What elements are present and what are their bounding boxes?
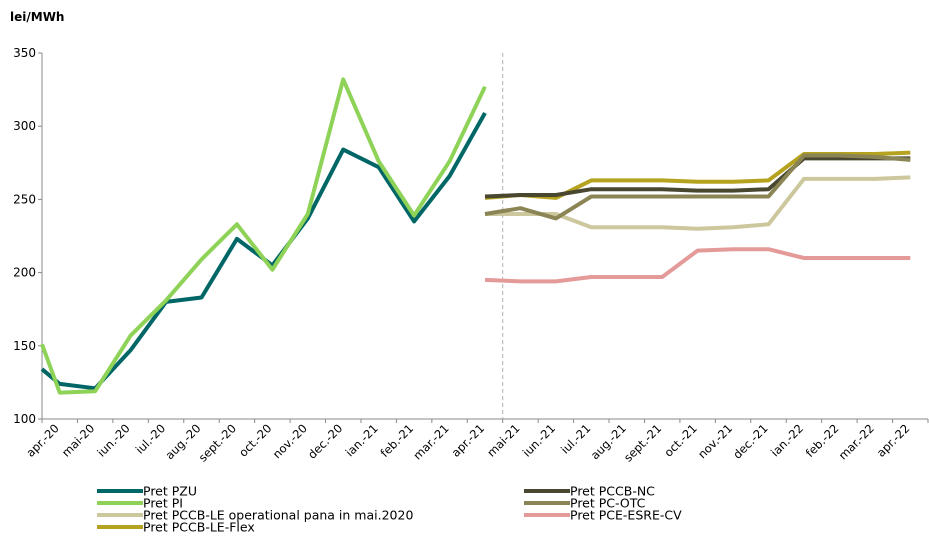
x-tick-label: iun.-20 [94,421,132,459]
series-line [484,153,911,221]
legend-label: Pret PCE-ESRE-CV [570,508,682,523]
y-tick-label: 200 [13,266,36,280]
legend-label: Pret PCCB-LE operational pana in mai.202… [143,508,413,523]
legend-label: Pret PCCB-LE-Flex [143,520,255,535]
x-tick-label: nov.-21 [695,421,735,461]
x-tick-label: feb.-22 [803,421,842,460]
legend-label: Pret PCCB-NC [570,484,655,499]
x-tick-label: dec.-21 [730,421,770,461]
legend-label: Pret PI [143,496,183,511]
x-tick-label: mar.-22 [836,421,877,462]
x-tick-label: ian.-22 [768,421,806,459]
axes [41,53,928,420]
series-line [484,156,911,199]
x-tick-label: apr.-21 [449,421,488,460]
x-tick-label: oct.-21 [661,421,699,459]
x-tick-label: oct.-20 [236,421,274,459]
y-axis-title: lei/MWh [10,10,64,24]
y-tick-label: 250 [13,192,36,206]
series-line [485,175,911,231]
x-tick-label: dec.-20 [305,421,345,461]
series-line [484,247,911,284]
y-tick-label: 100 [13,412,36,426]
legend-label: Pret PZU [143,484,197,499]
legend-label: Pret PC-OTC [570,496,646,511]
x-tick-label: apr.-20 [23,421,62,460]
x-tick-label: apr.-22 [874,421,913,460]
x-tick-label: ian.-21 [343,421,381,459]
x-tick-label: iun.-21 [520,421,558,459]
x-tick-label: mai-20 [59,421,97,459]
series-line [40,112,487,391]
x-tick-label: mar.-21 [410,421,451,462]
x-tick-label: sept.-21 [621,421,664,464]
x-tick-label: sept.-20 [196,421,239,464]
x-tick-label: feb.-21 [377,421,416,460]
x-tick-label: mai-21 [484,421,522,459]
series-lines [40,77,911,395]
y-axis-ticks: 100 150 200 250 300 350 [13,46,42,426]
y-tick-label: 350 [13,46,36,60]
y-tick-label: 150 [13,339,36,353]
series-line [40,77,487,395]
x-tick-label: nov.-20 [270,421,310,461]
y-tick-label: 300 [13,119,36,133]
